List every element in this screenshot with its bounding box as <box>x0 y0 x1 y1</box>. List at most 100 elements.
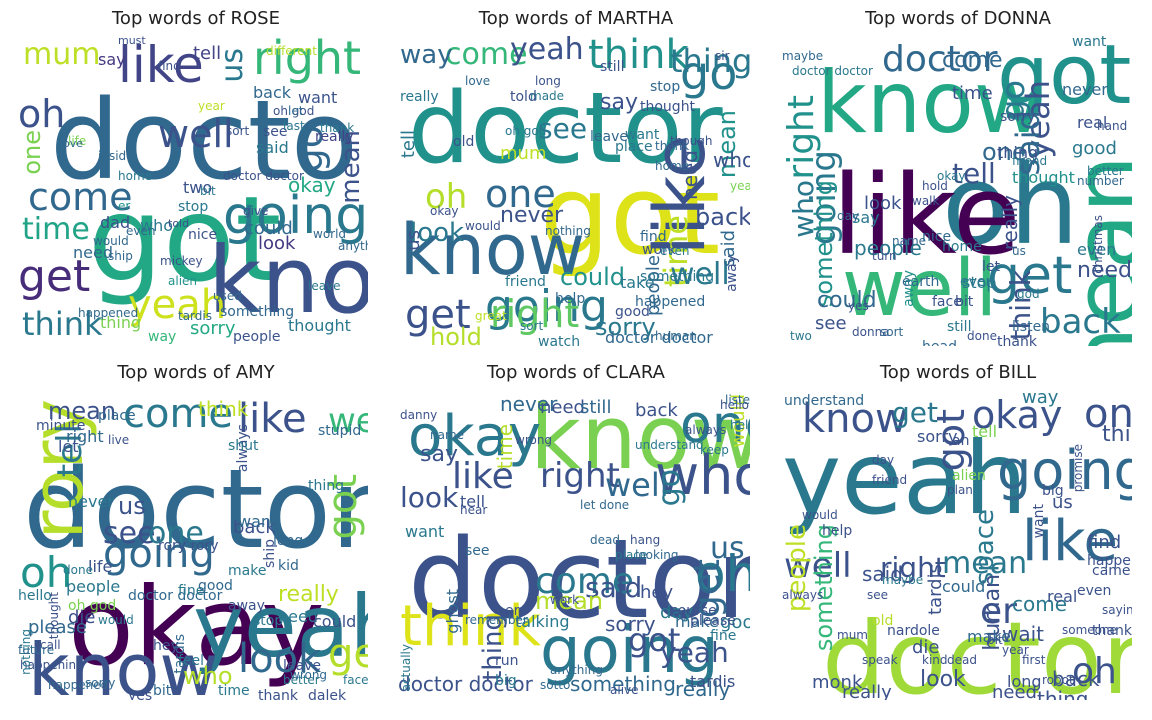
cloud-word: face <box>343 673 368 687</box>
cloud-word: day <box>837 209 860 223</box>
cloud-word: doctor doctor <box>128 588 223 604</box>
cloud-word: make <box>228 563 267 579</box>
cloud-word: earth <box>902 274 940 290</box>
cloud-word: oh god <box>505 124 547 138</box>
cloud-word: wait <box>1002 622 1045 646</box>
cloud-word: see <box>867 588 889 602</box>
cloud-word: thought <box>47 592 61 640</box>
cloud-word: let <box>58 437 79 456</box>
cloud-word: thing <box>997 143 1039 162</box>
cloud-word: done <box>967 329 997 343</box>
cloud-word: know <box>817 53 1045 153</box>
cloud-word: fine <box>710 628 737 644</box>
cloud-word: ghost <box>443 589 462 634</box>
cloud-word: doctor doctor <box>792 64 873 78</box>
cloud-word: shut <box>228 438 259 454</box>
cloud-word: doctor <box>50 76 368 204</box>
cloud-word: happened <box>635 294 706 310</box>
cloud-word: said <box>862 562 903 586</box>
cloud-word: look <box>864 193 902 214</box>
cloud-word: got <box>88 170 282 308</box>
cloud-word: come <box>28 175 133 219</box>
cloud-word: yeah <box>193 577 368 677</box>
cloud-word: sorry <box>595 313 656 341</box>
cloud-word: bit <box>200 184 216 198</box>
cloud-word: alien <box>952 468 986 484</box>
cloud-word: one <box>485 172 556 216</box>
cloud-word: back <box>1040 302 1121 342</box>
cloud-word: though <box>670 134 713 148</box>
panel-title: Top words of DONNA <box>865 8 1051 29</box>
cloud-word: alien <box>168 274 198 288</box>
cloud-word: ever <box>960 274 992 290</box>
cloud-word: good <box>615 304 650 320</box>
cloud-word: friend <box>1012 154 1048 168</box>
cloud-word: well <box>605 466 669 504</box>
cloud-word: say <box>600 90 638 115</box>
cloud-word: who <box>655 444 750 507</box>
cloud-word: thank <box>258 688 298 700</box>
cloud-word: okay <box>972 393 1063 437</box>
cloud-word: old <box>453 134 475 150</box>
cloud-word: never <box>68 492 114 511</box>
cloud-word: happened <box>78 306 139 320</box>
cloud-word: bit <box>987 633 1003 647</box>
cloud-word: look <box>238 636 322 682</box>
cloud-word: wrong <box>290 668 328 682</box>
cloud-word: remember <box>465 613 528 627</box>
cloud-word: like <box>238 396 307 442</box>
cloud-word: mum <box>837 628 868 642</box>
word-cloud: doctorknowokaythinkgoingonewhoohlikegetr… <box>390 384 750 700</box>
cloud-word: last <box>283 119 305 133</box>
cloud-word: get <box>892 396 938 429</box>
cloud-word: mum <box>500 143 547 164</box>
cloud-word: hand <box>1097 119 1128 133</box>
cloud-word: tardis <box>178 309 212 323</box>
cloud-word: nothing <box>545 224 591 238</box>
cloud-word: stop <box>253 613 284 629</box>
cloud-word: dalek <box>308 688 347 700</box>
cloud-word: yes <box>848 299 869 313</box>
cloud-word: thought <box>1012 168 1075 187</box>
cloud-word: think <box>198 397 249 421</box>
cloud-word: know <box>28 628 219 700</box>
cloud-word: oh <box>942 141 1080 269</box>
cloud-word: think <box>400 594 541 659</box>
cloud-word: one <box>18 130 46 175</box>
cloud-word: done <box>63 563 93 577</box>
cloud-word: right <box>781 95 822 180</box>
cloud-word: better <box>1087 164 1124 178</box>
cloud-word: really <box>842 682 892 701</box>
cloud-word: big <box>495 673 517 689</box>
cloud-word: sort <box>226 124 250 138</box>
cloud-word: going <box>997 439 1132 502</box>
cloud-word: work <box>642 242 676 258</box>
word-cloud: knowohlikegotwellmeangetdoctorgoingyeahr… <box>772 30 1132 346</box>
cloud-word: get <box>18 251 91 302</box>
word-cloud: doctorgotknowgoing like right get oh yeah come… <box>8 30 368 346</box>
panel-title: Top words of ROSE <box>112 8 280 29</box>
cloud-word: going <box>223 186 368 246</box>
cloud-word: really <box>998 195 1022 251</box>
cloud-word: okay <box>937 169 966 183</box>
cloud-word: oh <box>20 548 73 597</box>
cloud-word: good <box>198 578 233 594</box>
cloud-word: please <box>690 613 736 629</box>
cloud-word: sorry <box>1000 109 1036 125</box>
cloud-word: hold <box>922 179 948 193</box>
cloud-word: long <box>535 74 561 88</box>
cloud-word: one <box>680 395 750 455</box>
cloud-word: listen <box>1012 319 1051 335</box>
cloud-word: thing <box>1037 687 1089 700</box>
cloud-word: life <box>68 134 87 148</box>
cloud-word: old <box>872 613 894 629</box>
cloud-word: one <box>148 516 204 551</box>
cloud-word: still <box>580 397 612 418</box>
cloud-word: different <box>266 44 317 58</box>
cloud-word: dead <box>947 653 977 667</box>
cloud-word: way <box>400 40 453 70</box>
cloud-word: back <box>253 83 292 102</box>
cloud-word: back <box>635 400 678 421</box>
cloud-word: thought <box>288 316 351 335</box>
cloud-word: way <box>1022 387 1059 408</box>
